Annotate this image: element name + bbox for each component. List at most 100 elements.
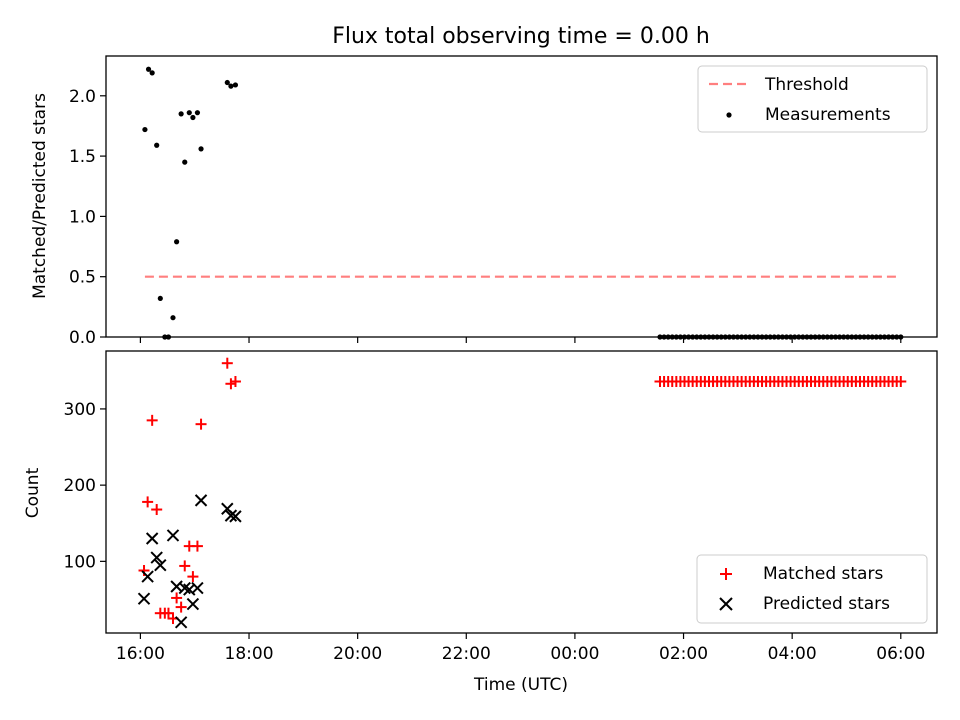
matched-star-point bbox=[229, 375, 241, 387]
measurement-point bbox=[698, 334, 704, 340]
measurement-point bbox=[836, 334, 843, 340]
measurement-point bbox=[787, 334, 794, 340]
x-tick-label: 04:00 bbox=[768, 644, 817, 664]
predicted-star-point-b bbox=[194, 494, 208, 507]
predicted-star-point bbox=[154, 558, 167, 572]
legend-matched-label: Matched stars bbox=[763, 564, 883, 584]
measurement-point bbox=[145, 66, 152, 72]
x-tick-label: 16:00 bbox=[116, 644, 165, 664]
predicted-star-point bbox=[224, 509, 238, 522]
measurement-point bbox=[677, 334, 684, 340]
measurement-point bbox=[142, 126, 148, 133]
matched-star-point bbox=[175, 601, 187, 613]
measurement-point bbox=[885, 334, 892, 340]
measurement-point bbox=[232, 82, 239, 88]
measurement-point bbox=[165, 334, 172, 340]
predicted-star-point bbox=[186, 597, 200, 611]
measurement-point bbox=[714, 334, 720, 340]
predicted-star-point-b bbox=[178, 581, 191, 595]
measurement-point bbox=[898, 334, 904, 340]
measurement-point bbox=[747, 334, 753, 340]
predicted-star-point-b bbox=[221, 502, 234, 515]
predicted-star-point bbox=[229, 510, 242, 523]
measurement-point bbox=[743, 334, 749, 340]
measurement-point bbox=[657, 334, 663, 340]
predicted-star-point-b bbox=[154, 558, 167, 572]
measurement-point bbox=[157, 295, 163, 302]
predicted-star-point-b bbox=[191, 581, 204, 595]
x-tick-label: 18:00 bbox=[225, 644, 274, 664]
measurement-point bbox=[832, 334, 839, 340]
measurement-point bbox=[792, 334, 798, 340]
legend-predicted-swatch bbox=[719, 597, 733, 611]
measurement-point bbox=[845, 334, 851, 340]
y-tick-label: 300 bbox=[64, 400, 96, 420]
measurement-point bbox=[775, 334, 781, 340]
top-y-ticks: 0.0 0.5 1.0 1.5 2.0 bbox=[69, 87, 106, 348]
legend-measurements-swatch bbox=[726, 112, 732, 118]
legend-threshold-label: Threshold bbox=[764, 75, 849, 95]
measurement-point bbox=[726, 334, 732, 340]
measurement-point bbox=[771, 334, 777, 340]
bottom-legend: Matched stars Predicted stars bbox=[696, 554, 928, 624]
measurement-point bbox=[812, 334, 818, 340]
measurement-point bbox=[739, 334, 745, 340]
bottom-y-ticks: 100 200 300 bbox=[64, 400, 106, 572]
measurement-point bbox=[873, 334, 879, 340]
legend-matched-swatch bbox=[720, 568, 732, 580]
x-tick-label: 02:00 bbox=[659, 644, 708, 664]
matched-star-point bbox=[171, 592, 183, 604]
measurement-point bbox=[665, 334, 671, 340]
measurement-point bbox=[224, 79, 230, 86]
measurement-point bbox=[198, 146, 204, 152]
x-tick-label: 22:00 bbox=[442, 644, 491, 664]
measurement-point bbox=[186, 110, 192, 116]
measurement-points bbox=[142, 66, 904, 340]
predicted-star-point-b bbox=[229, 510, 242, 523]
predicted-star-point bbox=[137, 592, 151, 605]
measurement-point bbox=[808, 334, 814, 340]
matched-star-point bbox=[187, 571, 199, 583]
measurement-point bbox=[755, 334, 761, 340]
top-plot-frame bbox=[105, 55, 938, 338]
measurement-point bbox=[861, 334, 867, 340]
measurement-point bbox=[702, 334, 708, 340]
top-panel: Matched/Predicted stars 0.00.51.01.52.0 … bbox=[30, 55, 938, 348]
measurement-point bbox=[228, 83, 234, 89]
measurement-point bbox=[894, 334, 900, 340]
measurement-point bbox=[690, 334, 696, 340]
predicted-star-point bbox=[194, 494, 208, 507]
measurement-point bbox=[706, 334, 712, 340]
y-tick-label: 200 bbox=[64, 476, 96, 496]
matched-star-point bbox=[142, 496, 154, 508]
predicted-star-point-b bbox=[137, 592, 151, 605]
measurement-point bbox=[890, 334, 896, 340]
measurement-point bbox=[841, 334, 847, 340]
matched-star-point bbox=[179, 560, 191, 572]
measurement-point bbox=[751, 334, 757, 340]
bottom-panel: Count 100 200 300 16:00 18:00 20:00 22:00 00:0… bbox=[23, 350, 938, 664]
bottom-legend-box bbox=[696, 554, 928, 624]
count-points bbox=[137, 357, 907, 629]
top-y-axis-label: Matched/Predicted stars bbox=[30, 93, 50, 299]
measurement-point bbox=[710, 334, 716, 340]
legend-measurements-label: Measurements bbox=[765, 105, 891, 125]
measurement-point bbox=[661, 334, 667, 340]
predicted-star-point-b bbox=[224, 509, 238, 522]
measurement-point bbox=[849, 334, 855, 340]
measurement-point bbox=[178, 111, 184, 117]
measurement-point bbox=[669, 334, 675, 340]
y-tick-label: 0.5 bbox=[69, 268, 96, 288]
measurement-point bbox=[828, 334, 835, 340]
measurement-point bbox=[796, 334, 802, 340]
bottom-y-axis-label: Count bbox=[23, 467, 43, 518]
measurement-point bbox=[734, 334, 741, 340]
measurement-point bbox=[820, 334, 826, 340]
measurement-point bbox=[816, 334, 822, 340]
predicted-star-point bbox=[174, 616, 188, 629]
measurement-point bbox=[869, 334, 875, 340]
matched-star-point bbox=[151, 504, 163, 516]
measurement-point bbox=[800, 334, 806, 340]
y-tick-label: 1.5 bbox=[69, 147, 96, 167]
